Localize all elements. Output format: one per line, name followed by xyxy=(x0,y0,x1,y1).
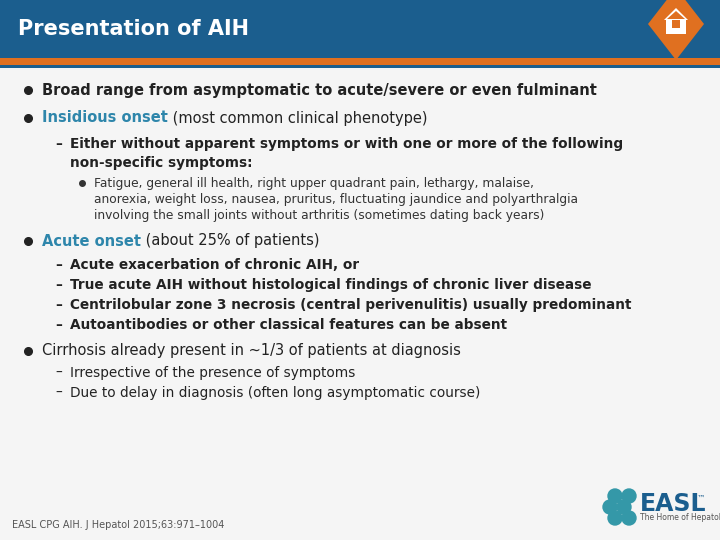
Text: True acute AIH without histological findings of chronic liver disease: True acute AIH without histological find… xyxy=(70,278,592,292)
Circle shape xyxy=(603,500,617,514)
Polygon shape xyxy=(667,11,685,19)
Text: –: – xyxy=(55,386,62,400)
Text: Centrilobular zone 3 necrosis (central perivenulitis) usually predominant: Centrilobular zone 3 necrosis (central p… xyxy=(70,298,631,312)
FancyBboxPatch shape xyxy=(0,65,720,68)
Polygon shape xyxy=(664,8,688,20)
FancyBboxPatch shape xyxy=(0,0,720,58)
Text: The Home of Hepatology: The Home of Hepatology xyxy=(640,512,720,522)
Text: –: – xyxy=(55,278,62,292)
Text: Cirrhosis already present in ~1/3 of patients at diagnosis: Cirrhosis already present in ~1/3 of pat… xyxy=(42,343,461,359)
Text: anorexia, weight loss, nausea, pruritus, fluctuating jaundice and polyarthralgia: anorexia, weight loss, nausea, pruritus,… xyxy=(94,192,578,206)
Text: Fatigue, general ill health, right upper quadrant pain, lethargy, malaise,: Fatigue, general ill health, right upper… xyxy=(94,177,534,190)
Text: Presentation of AIH: Presentation of AIH xyxy=(18,19,249,39)
Text: (most common clinical phenotype): (most common clinical phenotype) xyxy=(168,111,428,125)
Text: Autoantibodies or other classical features can be absent: Autoantibodies or other classical featur… xyxy=(70,318,507,332)
Circle shape xyxy=(622,489,636,503)
Circle shape xyxy=(617,500,631,514)
FancyBboxPatch shape xyxy=(0,68,720,540)
Polygon shape xyxy=(666,20,686,34)
Polygon shape xyxy=(672,20,680,28)
Text: ™: ™ xyxy=(697,494,706,503)
Text: EASL: EASL xyxy=(640,492,706,516)
Text: non-specific symptoms:: non-specific symptoms: xyxy=(70,156,253,170)
Text: Due to delay in diagnosis (often long asymptomatic course): Due to delay in diagnosis (often long as… xyxy=(70,386,480,400)
Text: –: – xyxy=(55,366,62,380)
Text: Acute exacerbation of chronic AIH, or: Acute exacerbation of chronic AIH, or xyxy=(70,258,359,272)
Text: Acute onset: Acute onset xyxy=(42,233,141,248)
Text: –: – xyxy=(55,318,62,332)
Circle shape xyxy=(622,511,636,525)
Text: Insidious onset: Insidious onset xyxy=(42,111,168,125)
Text: –: – xyxy=(55,298,62,312)
Text: Irrespective of the presence of symptoms: Irrespective of the presence of symptoms xyxy=(70,366,356,380)
Text: Broad range from asymptomatic to acute/severe or even fulminant: Broad range from asymptomatic to acute/s… xyxy=(42,83,597,98)
Circle shape xyxy=(608,489,622,503)
Text: –: – xyxy=(55,258,62,272)
Text: Either without apparent symptoms or with one or more of the following: Either without apparent symptoms or with… xyxy=(70,137,623,151)
Text: involving the small joints without arthritis (sometimes dating back years): involving the small joints without arthr… xyxy=(94,208,544,221)
Text: (about 25% of patients): (about 25% of patients) xyxy=(141,233,320,248)
Text: –: – xyxy=(55,137,62,151)
Polygon shape xyxy=(648,0,704,60)
FancyBboxPatch shape xyxy=(0,58,720,65)
Text: EASL CPG AIH. J Hepatol 2015;63:971–1004: EASL CPG AIH. J Hepatol 2015;63:971–1004 xyxy=(12,520,225,530)
Circle shape xyxy=(608,511,622,525)
